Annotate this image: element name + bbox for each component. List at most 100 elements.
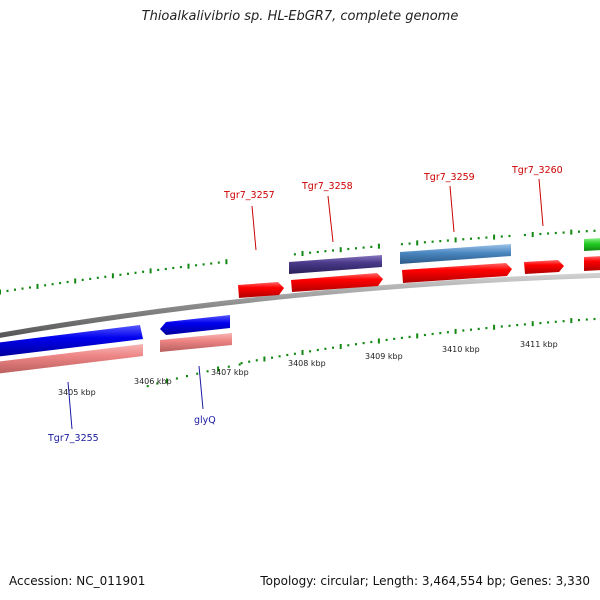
skew-tick	[493, 234, 496, 240]
gene-label-glyq[interactable]: glyQ	[194, 415, 216, 426]
skew-tick	[393, 337, 396, 340]
skew-tick	[570, 318, 573, 324]
gene-arrow-next-red[interactable]	[584, 256, 600, 271]
skew-tick	[146, 385, 149, 388]
gene-arrow-tgr7-3257[interactable]	[238, 282, 284, 298]
skew-tick	[332, 249, 334, 252]
skew-tick	[416, 240, 419, 246]
skew-tick	[111, 273, 114, 279]
skew-tick	[196, 372, 199, 375]
skew-tick	[385, 338, 388, 341]
skew-tick	[142, 270, 145, 273]
skew-tick	[470, 237, 472, 240]
skew-tick	[316, 250, 319, 254]
skew-tick	[493, 324, 496, 330]
tick-label-3405: 3405 kbp	[58, 388, 96, 397]
skew-tick	[89, 277, 92, 280]
skew-tick	[446, 331, 449, 334]
skew-tick	[324, 347, 327, 350]
label-leaders	[67, 178, 544, 430]
skew-tick	[347, 344, 350, 347]
skew-tick	[238, 363, 241, 366]
skew-tick	[355, 343, 357, 346]
skew-tick	[44, 284, 47, 287]
gene-arrow-tgr7-3259[interactable]	[402, 263, 512, 283]
skew-tick	[400, 336, 403, 339]
skew-tick	[408, 335, 411, 338]
skew-tick	[454, 237, 457, 243]
leader-tgr7-3259	[449, 185, 455, 233]
skew-tick	[206, 370, 209, 373]
tick-label-3406: 3406 kbp	[134, 377, 172, 386]
skew-tick	[217, 366, 220, 372]
skew-tick	[255, 359, 258, 362]
skew-tick	[423, 333, 426, 337]
skew-tick	[355, 247, 357, 250]
skew-tick	[400, 243, 403, 246]
tick-label-3410: 3410 kbp	[442, 345, 480, 354]
skew-tick	[240, 362, 243, 365]
skew-tick	[423, 241, 426, 244]
skew-tick	[164, 267, 167, 271]
gene-bar-glyq-pink[interactable]	[160, 333, 232, 352]
accession-text: Accession: NC_011901	[9, 574, 146, 588]
gc-skew-track-lower	[146, 317, 596, 388]
map-title: Thioalkalivibrio sp. HL-EbGR7, complete …	[141, 9, 459, 24]
skew-tick	[554, 320, 557, 323]
skew-tick	[271, 356, 273, 359]
gene-label-tgr7-3258[interactable]: Tgr7_3258	[301, 181, 353, 192]
skew-tick	[593, 229, 596, 232]
skew-tick	[134, 271, 137, 274]
skew-tick	[470, 328, 472, 331]
skew-tick	[6, 289, 9, 292]
tick-label-3408: 3408 kbp	[288, 359, 326, 368]
gene-arrow-tgr7-3255[interactable]	[0, 325, 143, 357]
skew-tick	[324, 250, 327, 253]
gene-bar-tgr7-3259-blue[interactable]	[400, 244, 511, 264]
skew-tick	[539, 232, 542, 236]
skew-tick	[301, 350, 304, 355]
skew-tick	[74, 278, 77, 284]
skew-tick	[508, 234, 511, 238]
skew-tick	[157, 268, 160, 271]
gene-label-tgr7-3259[interactable]: Tgr7_3259	[423, 172, 475, 183]
skew-tick	[370, 340, 373, 344]
skew-tick	[547, 232, 550, 235]
skew-tick	[462, 238, 465, 241]
skew-tick	[539, 322, 542, 325]
skew-tick	[316, 348, 319, 352]
skew-tick	[570, 229, 573, 235]
skew-tick	[210, 262, 213, 265]
skew-tick	[202, 263, 205, 266]
skew-tick	[462, 329, 465, 332]
skew-tick	[377, 243, 380, 249]
skew-tick	[585, 318, 588, 321]
gc-skew-track-upper	[0, 229, 596, 295]
gene-label-tgr7-3255[interactable]: Tgr7_3255	[47, 433, 99, 444]
leader-tgr7-3260	[538, 178, 544, 227]
skew-tick	[187, 263, 190, 269]
skew-tick	[431, 332, 434, 336]
skew-tick	[66, 280, 69, 284]
gene-bar-tgr7-3255-pink[interactable]	[0, 344, 143, 374]
skew-tick	[362, 342, 365, 345]
skew-tick	[217, 261, 220, 264]
tick-label-3411: 3411 kbp	[520, 340, 558, 349]
skew-tick	[175, 377, 178, 380]
tick-label-3409: 3409 kbp	[365, 352, 403, 361]
skew-tick	[293, 253, 296, 256]
skew-tick	[332, 346, 334, 349]
gene-label-tgr7-3257[interactable]: Tgr7_3257	[223, 190, 275, 201]
gene-label-tgr7-3260[interactable]: Tgr7_3260	[511, 165, 563, 176]
skew-tick	[578, 230, 580, 233]
skew-tick	[127, 272, 129, 275]
gene-arrow-glyq[interactable]	[160, 315, 230, 335]
skew-tick	[523, 323, 526, 326]
gene-arrow-tgr7-3258[interactable]	[291, 273, 383, 292]
skew-tick	[0, 289, 1, 295]
gene-arrow-tgr7-3260[interactable]	[524, 260, 564, 274]
gene-bar-tgr7-3258-purple[interactable]	[289, 255, 382, 274]
skew-tick	[227, 365, 230, 368]
skew-tick	[477, 327, 480, 330]
gene-bar-next-green[interactable]	[584, 238, 600, 251]
